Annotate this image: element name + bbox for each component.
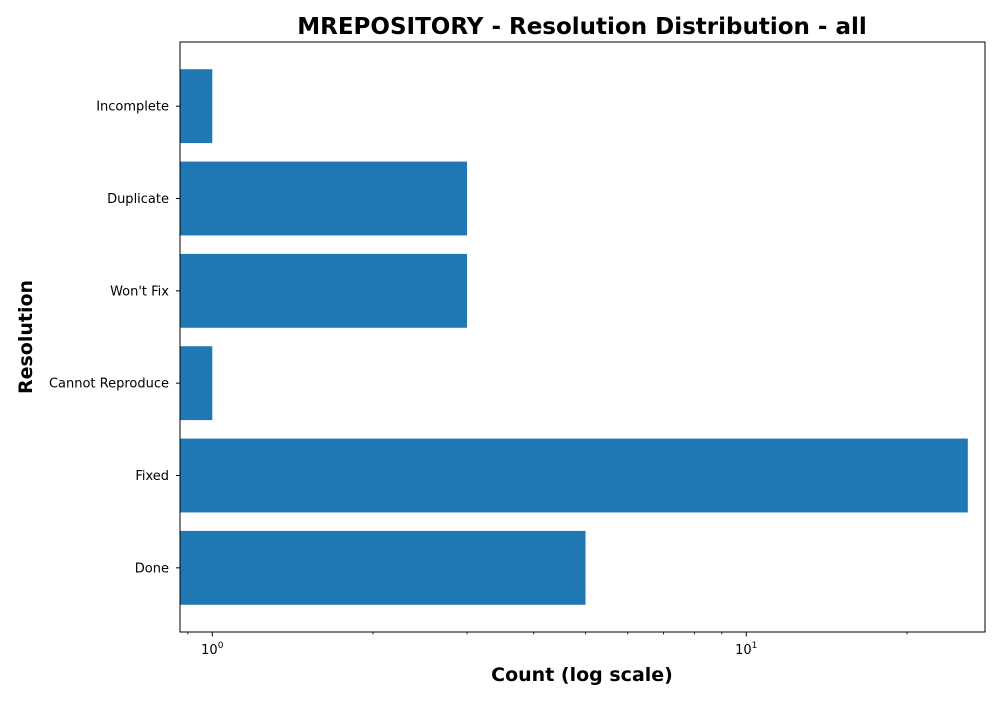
bar <box>180 161 468 236</box>
bar <box>180 438 968 513</box>
y-tick-label: Won't Fix <box>110 284 169 299</box>
x-axis: 100 101 <box>187 632 908 658</box>
y-axis: Done Fixed Cannot Reproduce Won't Fix Duplic… <box>49 100 180 576</box>
x-tick-label: 101 <box>735 641 757 658</box>
bar <box>180 69 213 144</box>
x-tick-label: 100 <box>201 641 224 658</box>
bar <box>180 253 468 328</box>
bar <box>180 530 586 605</box>
bars-layer <box>180 69 968 605</box>
y-tick-label: Fixed <box>135 469 169 484</box>
bar <box>180 346 213 421</box>
y-tick-label: Duplicate <box>107 192 169 207</box>
y-tick-label: Cannot Reproduce <box>49 377 169 392</box>
plot-frame <box>179 41 986 633</box>
y-tick-label: Incomplete <box>96 100 169 115</box>
x-axis-label: Count (log scale) <box>491 664 673 686</box>
y-tick-label: Done <box>135 561 169 576</box>
chart-title: MREPOSITORY - Resolution Distribution - … <box>297 14 867 40</box>
y-axis-label: Resolution <box>15 280 37 394</box>
